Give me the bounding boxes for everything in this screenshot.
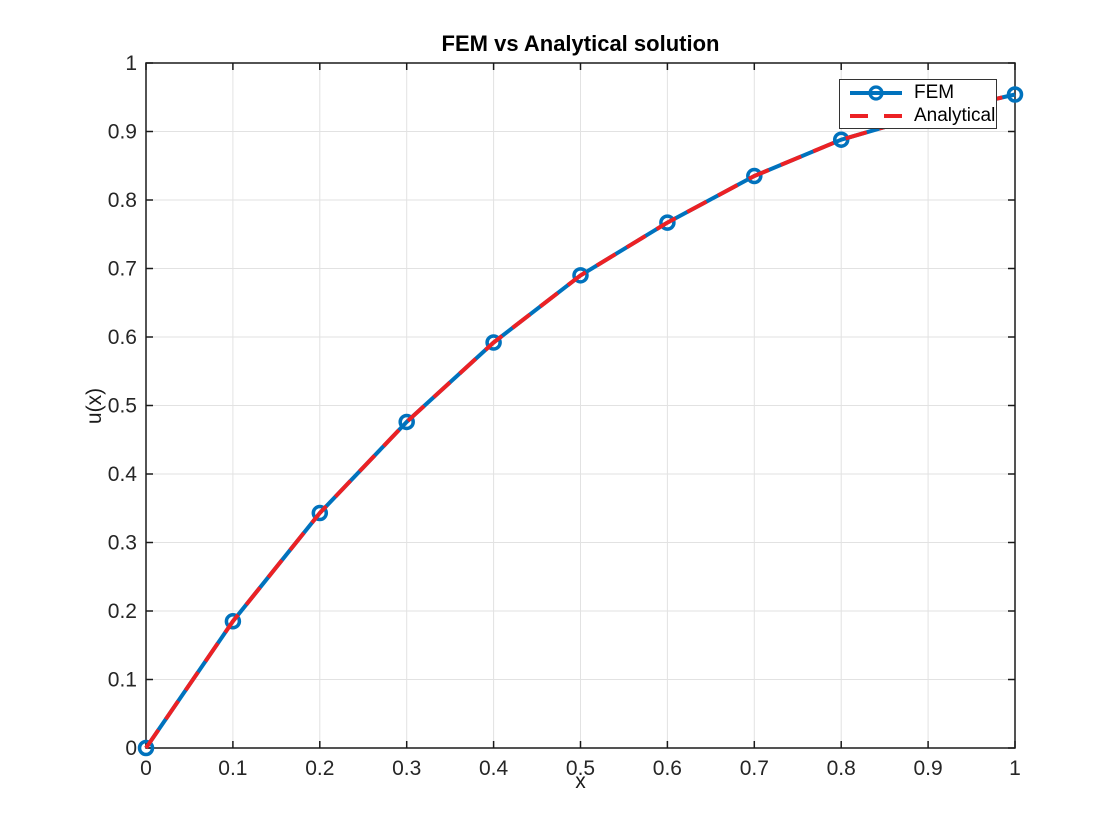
x-tick-label: 0	[140, 757, 152, 780]
y-tick-label: 0.3	[108, 532, 137, 555]
legend-line-sample-fem	[850, 84, 902, 101]
y-tick-label: 0.8	[108, 189, 137, 212]
x-tick-label: 1	[1009, 757, 1021, 780]
chart-title: FEM vs Analytical solution	[441, 31, 720, 56]
fem-marker-icon	[224, 613, 242, 630]
x-tick-label: 0.1	[218, 757, 247, 780]
x-tick-label: 0.8	[827, 757, 856, 780]
x-tick-label: 0.6	[653, 757, 682, 780]
legend-line-sample-analytical	[850, 113, 902, 118]
fem-marker-icon	[572, 267, 589, 284]
fem-marker-icon	[485, 334, 502, 351]
fem-marker-icon	[398, 413, 415, 431]
legend-item-fem[interactable]: FEM	[848, 82, 996, 104]
x-tick-label: 0.9	[913, 757, 942, 780]
y-tick-label: 0.7	[108, 258, 137, 281]
y-tick-label: 0.1	[108, 669, 137, 692]
legend-label-fem: FEM	[914, 82, 955, 103]
legend-label-analytical: Analytical	[914, 105, 996, 126]
fem-marker-icon	[311, 504, 329, 522]
y-tick-label: 0.4	[108, 463, 138, 486]
y-tick-label: 1	[125, 52, 137, 75]
y-tick-label: 0.2	[108, 600, 137, 623]
y-tick-label: 0	[125, 737, 137, 760]
x-axis-label: x	[575, 770, 586, 793]
x-tick-label: 0.2	[305, 757, 334, 780]
x-tick-label: 0.4	[479, 757, 509, 780]
analytical-line	[144, 92, 1016, 750]
x-tick-label: 0.7	[740, 757, 769, 780]
x-tick-label: 0.3	[392, 757, 421, 780]
legend[interactable]: FEM Analytical	[839, 79, 997, 129]
fem-marker-icon	[746, 167, 763, 185]
legend-item-analytical[interactable]: Analytical	[848, 105, 996, 127]
x-tick-label: 0.5	[566, 757, 595, 780]
y-tick-label: 0.9	[108, 121, 137, 144]
legend-fem-marker-icon	[868, 84, 884, 101]
y-tick-label: 0.5	[108, 395, 137, 418]
fem-marker-icon	[659, 214, 676, 231]
fem-marker-icon	[1006, 86, 1024, 103]
fem-marker-icon	[137, 739, 155, 757]
y-tick-label: 0.6	[108, 326, 137, 349]
